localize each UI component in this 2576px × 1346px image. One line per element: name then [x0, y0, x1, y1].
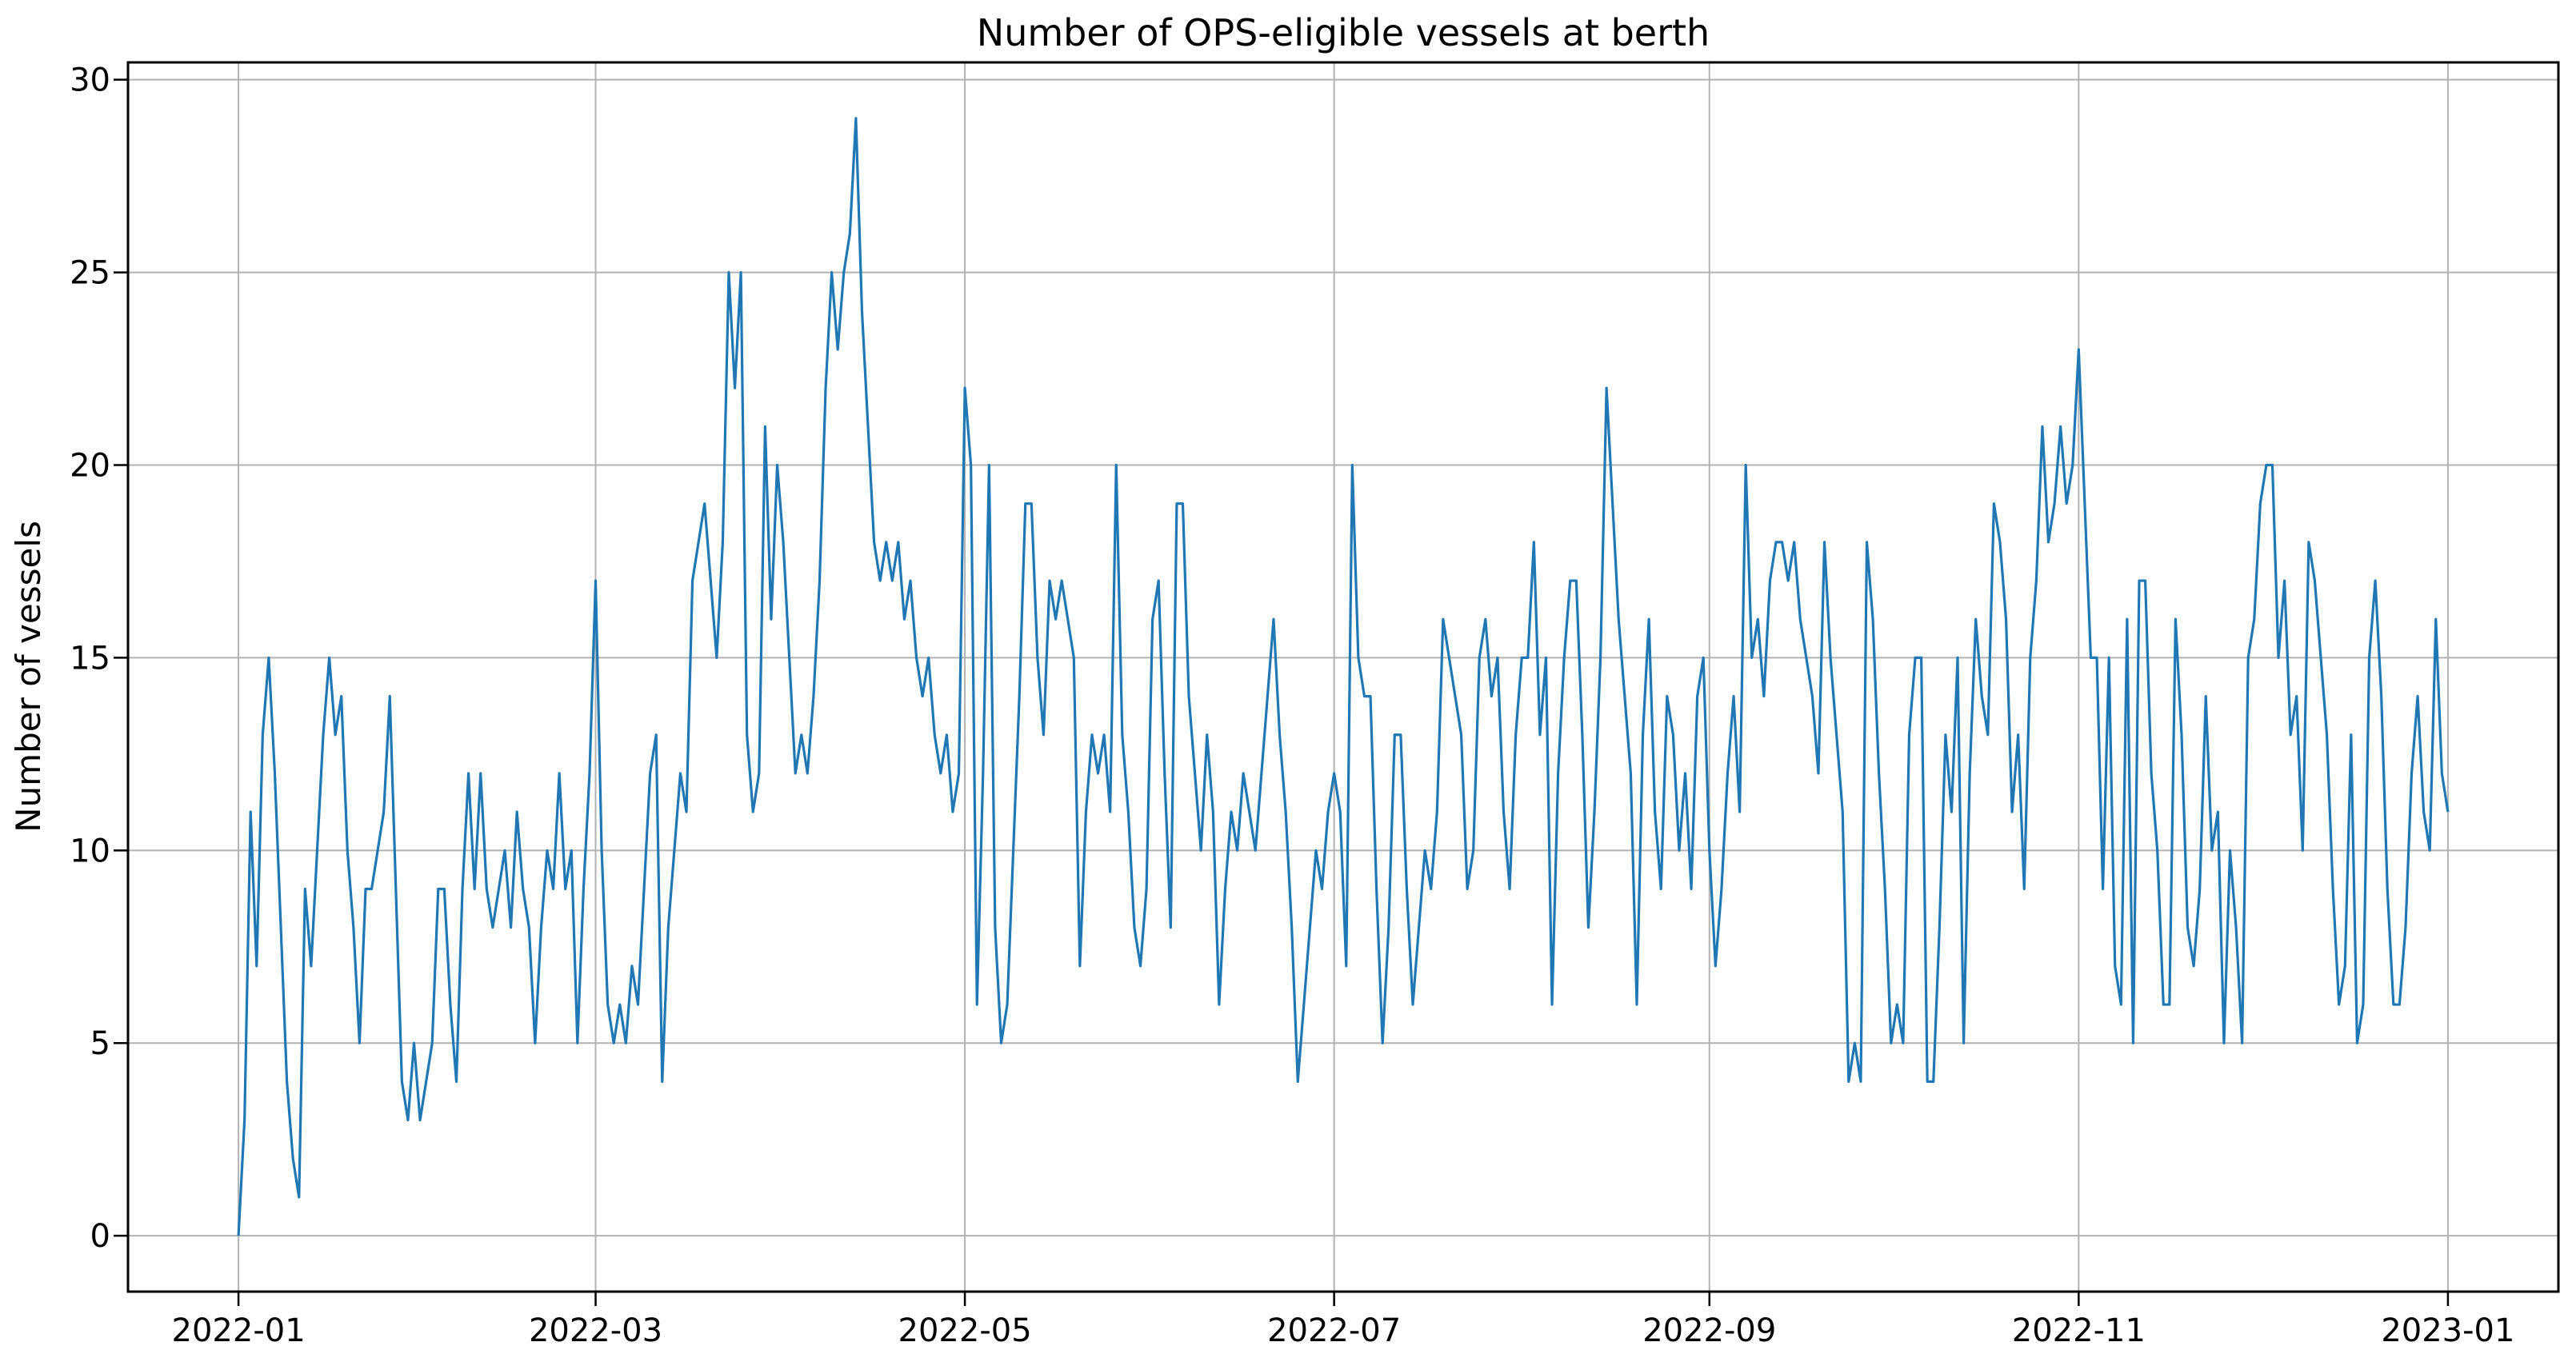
x-tick-label: 2022-05	[898, 1312, 1032, 1346]
y-tick-label: 0	[90, 1218, 110, 1255]
tick-layer	[114, 78, 2450, 1306]
plot-border	[126, 61, 2560, 1293]
y-tick-label: 10	[70, 833, 110, 869]
x-tick-label: 2022-03	[529, 1312, 662, 1346]
grid-layer	[128, 62, 2558, 1292]
x-tick-label: 2022-01	[172, 1312, 306, 1346]
y-tick-label: 25	[70, 255, 110, 292]
x-tick-label: 2022-07	[1267, 1312, 1401, 1346]
tick-label-layer: 0 5 10 15 20 25 30 2022-01 2022-03 2022-05 2022-07…	[70, 62, 2514, 1346]
y-tick-label: 30	[70, 62, 110, 99]
x-tick-label: 2022-11	[2012, 1312, 2146, 1346]
chart-title: Number of OPS-eligible vessels at berth	[977, 11, 1710, 54]
series-line	[237, 117, 2450, 1236]
y-tick-label: 15	[70, 640, 110, 677]
y-axis-label: Number of vessels	[9, 521, 48, 833]
x-tick-label: 2023-01	[2381, 1312, 2514, 1346]
x-tick-label: 2022-09	[1642, 1312, 1776, 1346]
y-tick-label: 5	[90, 1025, 110, 1062]
y-tick-label: 20	[70, 448, 110, 485]
